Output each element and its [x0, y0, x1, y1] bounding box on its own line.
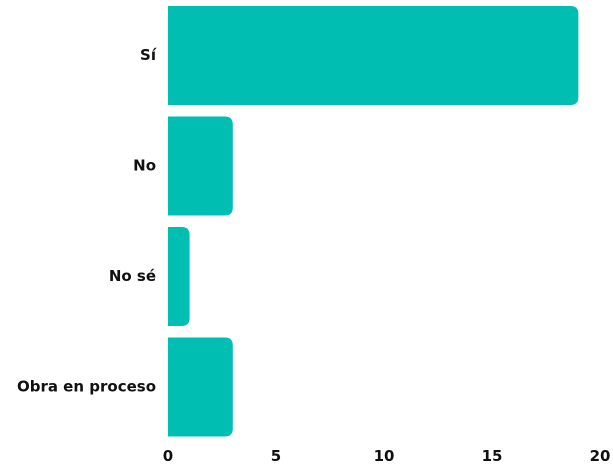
bar-no [168, 116, 233, 216]
x-tick-label-10: 10 [374, 447, 395, 465]
bar-obra-en-proceso [168, 337, 233, 437]
x-tick-label-5: 5 [271, 447, 281, 465]
bar-no-se [168, 227, 190, 326]
x-tick-label-0: 0 [163, 447, 173, 465]
tick-labels-group: 0 5 10 15 20 [163, 447, 611, 465]
category-label-no-se: No sé [109, 267, 156, 285]
category-label-si: Sí [140, 46, 157, 64]
x-tick-label-15: 15 [482, 447, 503, 465]
category-labels-group: Sí No No sé Obra en proceso [17, 46, 157, 396]
category-label-no: No [133, 157, 156, 175]
category-label-obra-en-proceso: Obra en proceso [17, 378, 156, 396]
bars-group [168, 6, 579, 437]
x-tick-label-20: 20 [590, 447, 611, 465]
bar-si [168, 6, 579, 105]
